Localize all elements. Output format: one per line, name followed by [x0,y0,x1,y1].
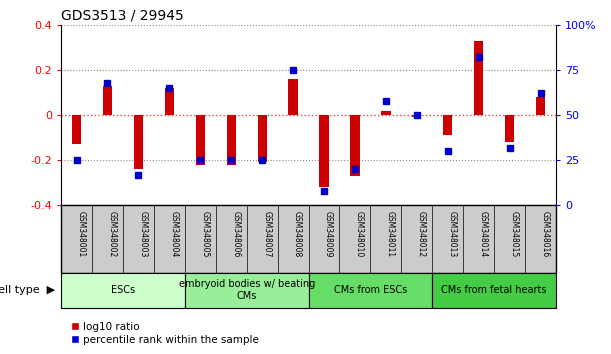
Bar [185,273,309,308]
Bar [433,273,556,308]
Text: GSM348013: GSM348013 [448,211,457,257]
Text: GSM348007: GSM348007 [262,211,271,257]
Text: GSM348003: GSM348003 [139,211,147,257]
Bar [309,273,433,308]
Legend: log10 ratio, percentile rank within the sample: log10 ratio, percentile rank within the … [67,317,263,349]
Text: GSM348011: GSM348011 [386,211,395,257]
Text: GSM348010: GSM348010 [355,211,364,257]
Bar [61,273,185,308]
Bar [196,115,205,165]
Bar [257,115,267,162]
Bar [412,115,422,117]
Text: GSM348012: GSM348012 [417,211,426,257]
Bar [165,88,174,115]
Text: GSM348015: GSM348015 [510,211,519,257]
Text: GDS3513 / 29945: GDS3513 / 29945 [61,8,184,22]
Text: GSM348014: GSM348014 [478,211,488,257]
Text: GSM348009: GSM348009 [324,211,333,257]
Text: ESCs: ESCs [111,285,135,295]
Bar [350,115,360,176]
Text: cell type  ▶: cell type ▶ [0,285,55,295]
Text: GSM348001: GSM348001 [76,211,86,257]
Text: GSM348008: GSM348008 [293,211,302,257]
Text: GSM348004: GSM348004 [169,211,178,257]
Text: embryoid bodies w/ beating
CMs: embryoid bodies w/ beating CMs [178,279,315,301]
Bar [103,86,112,115]
Bar [72,115,81,144]
Bar [381,110,390,115]
Text: GSM348005: GSM348005 [200,211,210,257]
Text: CMs from fetal hearts: CMs from fetal hearts [441,285,547,295]
Bar [505,115,514,142]
Bar [474,41,483,115]
Bar [443,115,452,135]
Bar [320,115,329,187]
Text: GSM348002: GSM348002 [108,211,117,257]
Bar [227,115,236,165]
Text: GSM348006: GSM348006 [231,211,240,257]
Text: GSM348016: GSM348016 [541,211,549,257]
Text: CMs from ESCs: CMs from ESCs [334,285,407,295]
Bar [536,97,545,115]
Bar [288,79,298,115]
Bar [134,115,143,169]
